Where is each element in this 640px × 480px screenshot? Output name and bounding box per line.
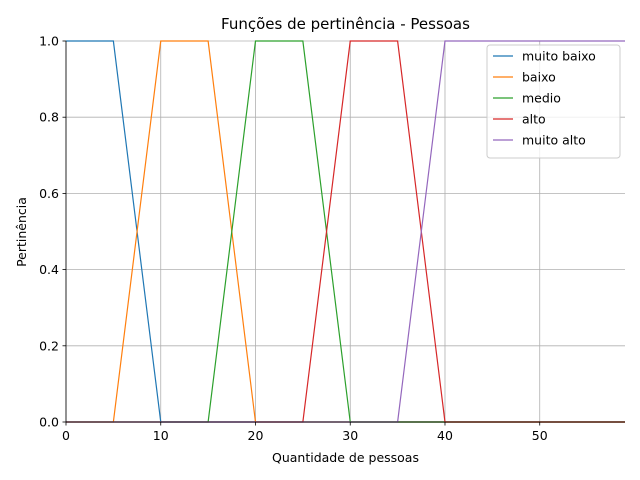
legend-label: muito baixo: [522, 49, 596, 64]
x-tick-label: 20: [248, 428, 264, 443]
x-tick-label: 50: [532, 428, 548, 443]
legend-label: muito alto: [522, 133, 586, 148]
y-tick-label: 1.0: [39, 34, 59, 49]
x-axis-label: Quantidade de pessoas: [272, 450, 419, 465]
y-tick-label: 0.6: [39, 186, 59, 201]
y-tick-label: 0.0: [39, 415, 59, 430]
y-tick-label: 0.4: [39, 262, 59, 277]
legend-box: [486, 44, 621, 159]
x-tick-label: 30: [342, 428, 358, 443]
x-tick-label: 10: [153, 428, 169, 443]
y-tick-label: 0.2: [39, 338, 59, 353]
x-tick-label: 40: [437, 428, 453, 443]
legend-label: baixo: [522, 70, 556, 85]
y-axis-label: Pertinência: [14, 197, 29, 267]
legend-label: medio: [522, 91, 561, 106]
legend-label: alto: [522, 112, 546, 127]
ticks: 0 10 20 30 40 50 0.0 0.2 0.4 0.6 0.8 1.0: [39, 34, 548, 444]
legend: muito baixo baixo medio alto muito alto: [486, 44, 621, 159]
chart-title: Funções de pertinência - Pessoas: [221, 15, 470, 33]
x-tick-label: 0: [62, 428, 70, 443]
axes: [65, 41, 625, 423]
y-tick-label: 0.8: [39, 110, 59, 125]
